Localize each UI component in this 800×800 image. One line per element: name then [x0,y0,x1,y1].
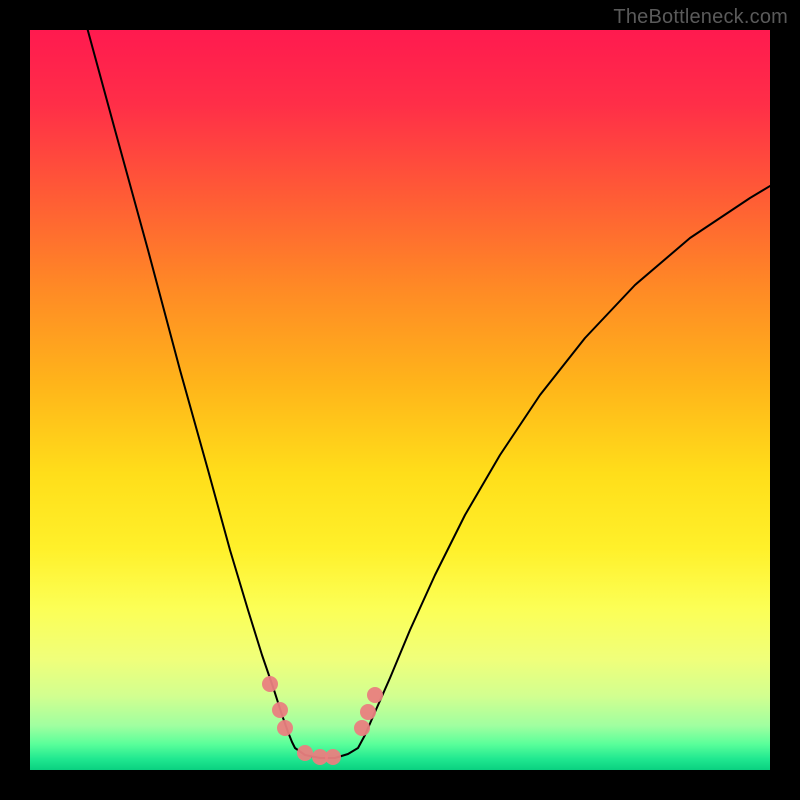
plot-area [30,30,770,770]
marker-point [262,676,278,692]
v-curve [85,30,770,758]
marker-point [354,720,370,736]
marker-point [277,720,293,736]
marker-group [262,676,383,765]
marker-point [360,704,376,720]
marker-point [325,749,341,765]
marker-point [272,702,288,718]
curve-layer [30,30,770,770]
watermark-text: TheBottleneck.com [613,6,788,29]
marker-point [367,687,383,703]
marker-point [297,745,313,761]
